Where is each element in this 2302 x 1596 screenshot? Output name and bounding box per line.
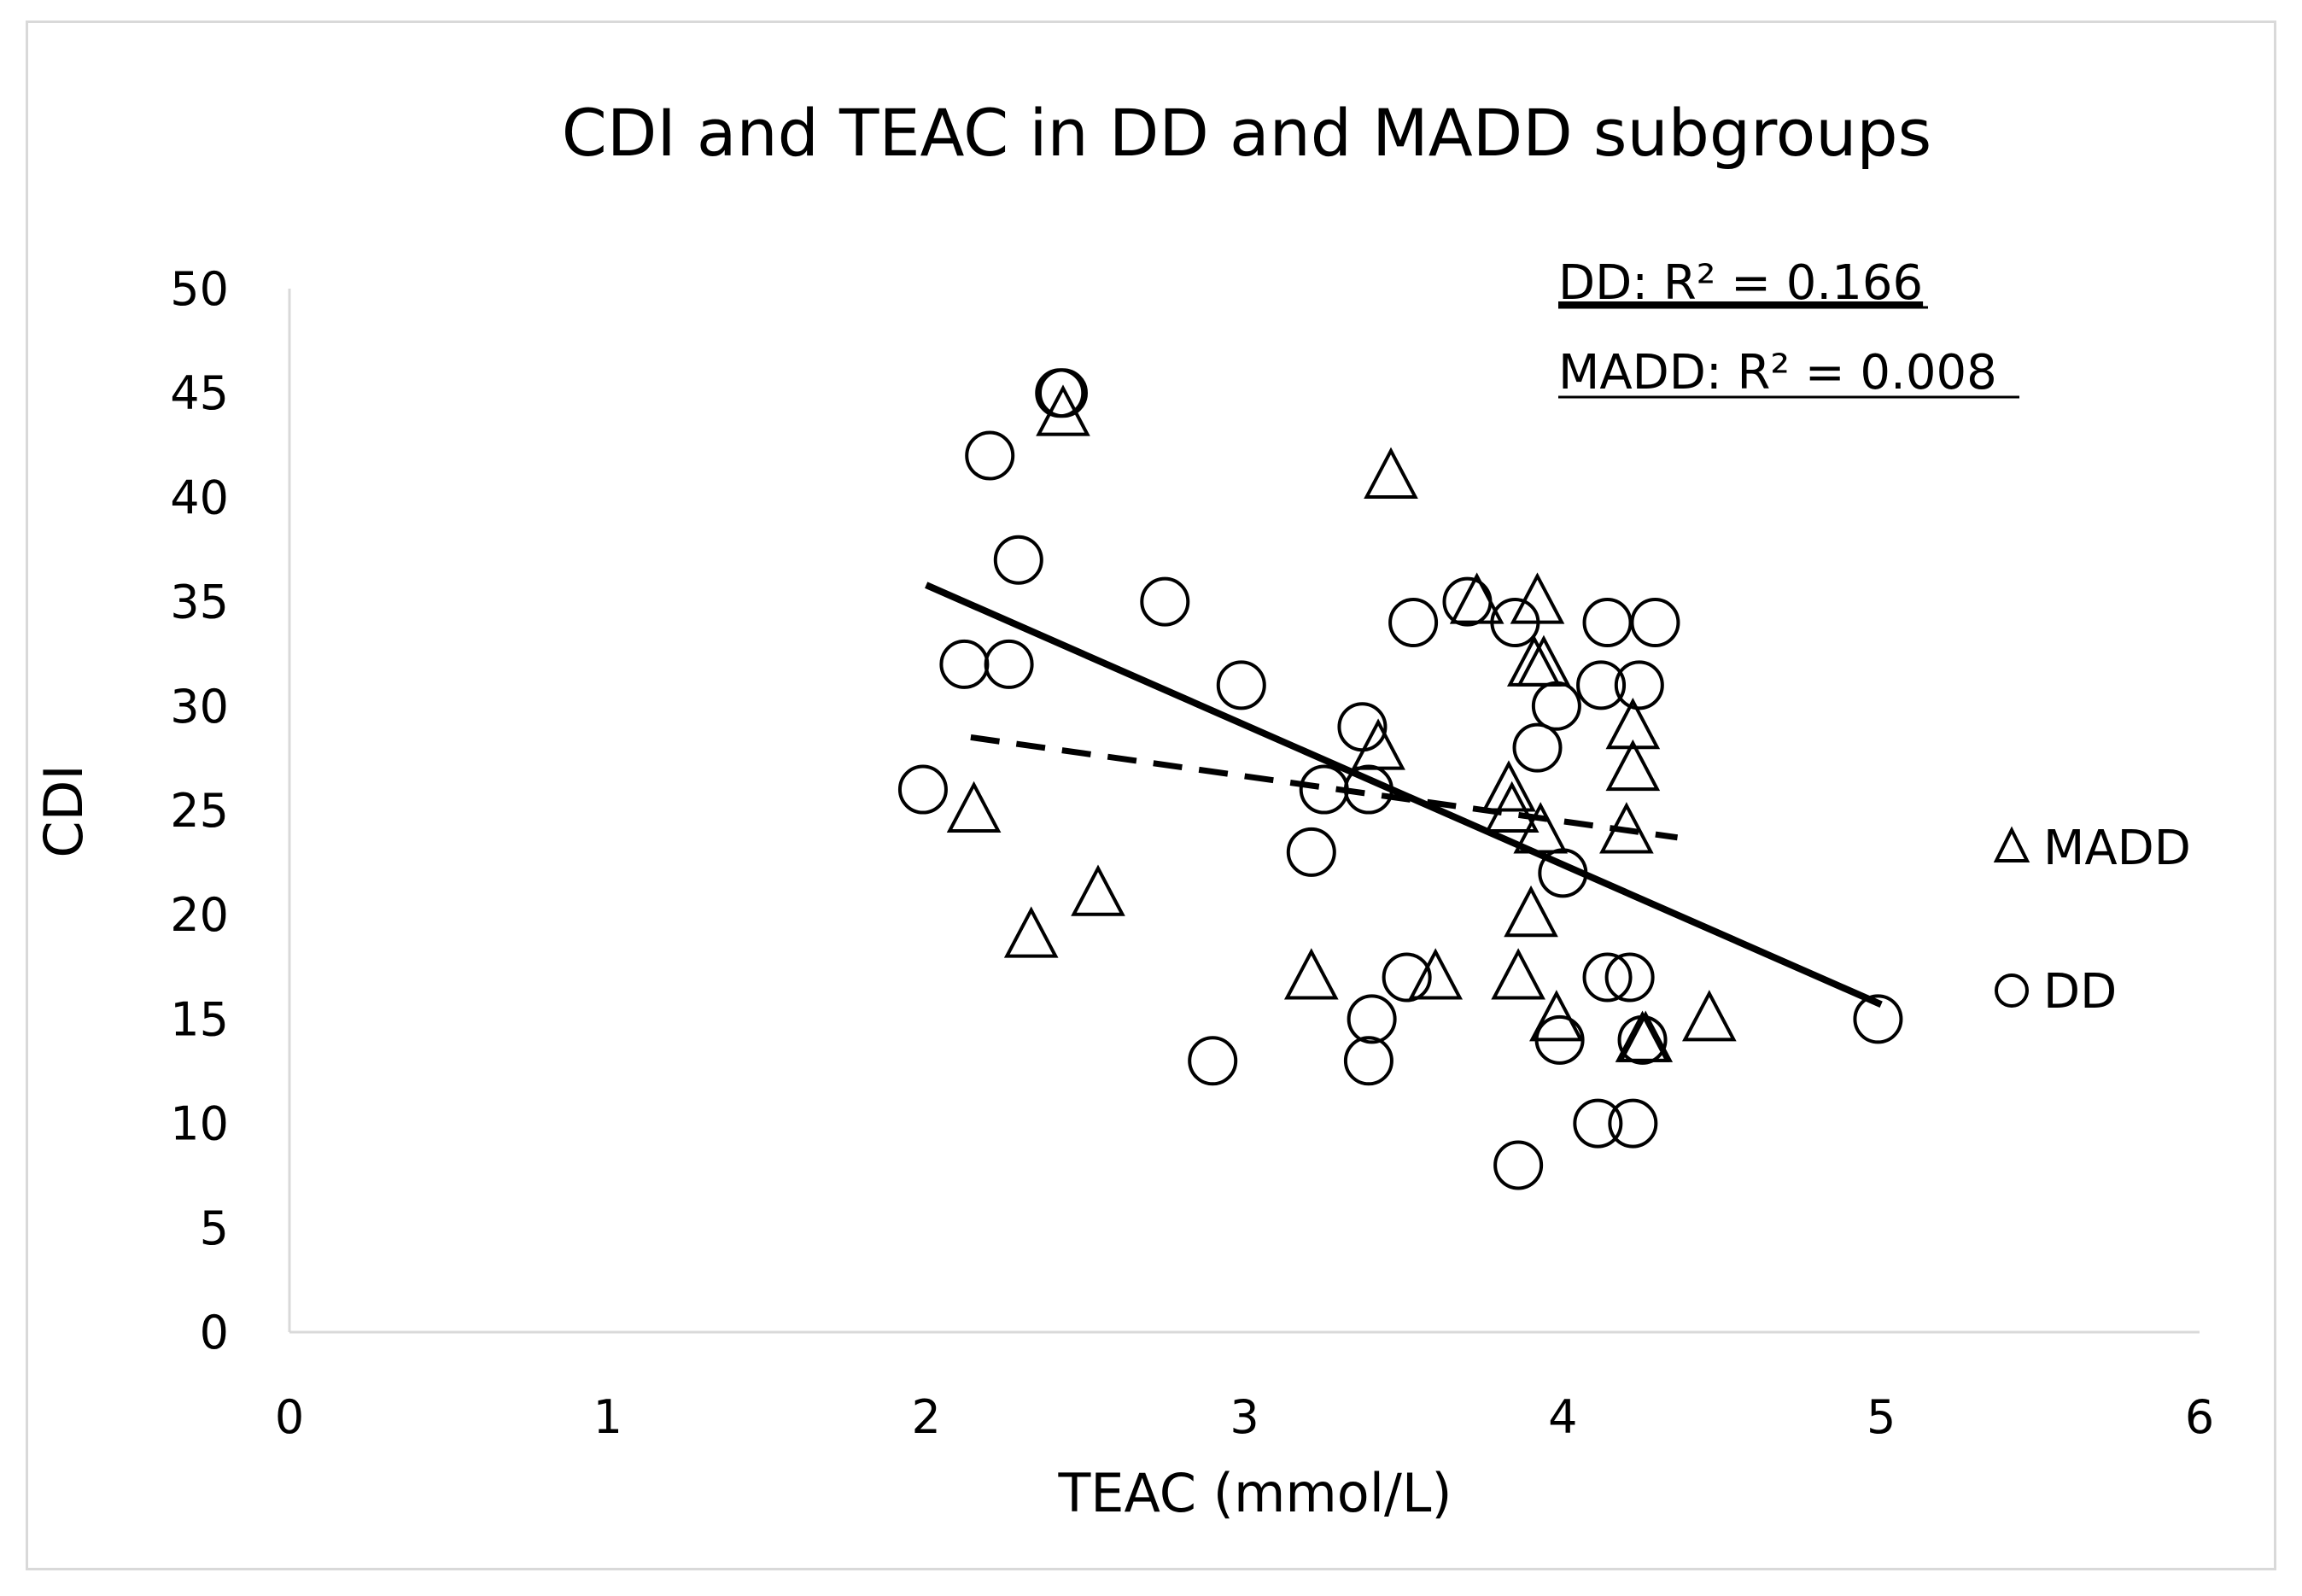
- dd-point: [1604, 952, 1655, 1003]
- y-tick-label: 20: [170, 888, 229, 942]
- dd-trendline: [925, 582, 1883, 1008]
- dd-point: [1614, 660, 1664, 710]
- madd-point: [1529, 990, 1584, 1042]
- y-tick-label: 30: [170, 680, 229, 734]
- x-tick-label: 6: [2185, 1390, 2214, 1444]
- legend-madd-label: MADD: [2043, 821, 2191, 876]
- madd-point: [1283, 948, 1339, 1000]
- dd-point: [1216, 660, 1266, 710]
- dd-point: [1442, 576, 1493, 627]
- dd-point: [897, 764, 948, 815]
- legend: MADD DD: [1993, 821, 2191, 1020]
- dd-point: [1493, 1140, 1544, 1190]
- x-tick-label: 2: [911, 1390, 940, 1444]
- dd-point: [1286, 827, 1336, 877]
- dd-point: [1538, 848, 1588, 898]
- madd-point: [1408, 948, 1464, 1000]
- x-tick-label: 0: [275, 1390, 304, 1444]
- madd-point: [1516, 634, 1571, 687]
- dd-point: [1853, 994, 1903, 1044]
- y-tick-label: 40: [170, 471, 229, 524]
- y-tick-label: 50: [170, 262, 229, 316]
- x-tick-label: 5: [1867, 1390, 1896, 1444]
- madd-point: [1364, 447, 1418, 499]
- dd-point: [1343, 1036, 1393, 1086]
- dd-point: [1573, 1098, 1623, 1149]
- madd-point: [1513, 802, 1569, 854]
- legend-madd-triangle-icon: [1993, 826, 2030, 862]
- madd-point: [1484, 780, 1540, 833]
- dd-r2-label: DD: R² = 0.166: [1558, 255, 1923, 311]
- dd-point: [1512, 722, 1563, 773]
- dd-point: [1140, 576, 1190, 627]
- x-tick-label: 1: [593, 1390, 622, 1444]
- madd-point: [1682, 990, 1737, 1042]
- madd-point: [1491, 948, 1545, 1000]
- y-tick-label: 35: [170, 576, 229, 629]
- madd-point: [1504, 885, 1558, 938]
- dd-point: [1490, 598, 1540, 648]
- dd-point: [1534, 1014, 1585, 1065]
- dd-point: [984, 639, 1034, 689]
- dd-point: [1347, 994, 1397, 1044]
- madd-point: [1618, 1010, 1674, 1062]
- dd-point: [939, 639, 990, 689]
- y-tick-label: 15: [170, 992, 229, 1046]
- dd-point: [1388, 598, 1439, 648]
- x-tick-label: 4: [1548, 1390, 1577, 1444]
- y-tick-label: 45: [170, 366, 229, 420]
- y-tick-labels: 0 5 10 15 20 25 30 35 40 45 50: [170, 262, 229, 1359]
- dd-point: [1582, 598, 1633, 648]
- y-axis-title: CDI: [32, 764, 95, 857]
- madd-point: [1481, 760, 1536, 812]
- chart-frame: [26, 20, 2276, 1570]
- y-tick-label: 25: [170, 784, 229, 838]
- madd-r2-label: MADD: R² = 0.008: [1558, 345, 1997, 400]
- dd-point: [1188, 1036, 1238, 1086]
- dd-point: [1037, 368, 1088, 418]
- madd-point: [1605, 739, 1661, 792]
- dd-point: [1608, 1098, 1658, 1149]
- x-tick-labels: 0 1 2 3 4 5 6: [275, 1390, 2214, 1444]
- axes: [288, 289, 2200, 1334]
- data-points: [897, 368, 1903, 1190]
- dd-point: [993, 535, 1043, 585]
- madd-point: [1599, 802, 1654, 854]
- dd-point: [1531, 681, 1581, 731]
- legend-dd-circle-icon: [1995, 973, 2029, 1008]
- dd-point: [1630, 598, 1680, 648]
- y-tick-label: 0: [200, 1306, 229, 1359]
- r-squared-annotations: DD: R² = 0.166 MADD: R² = 0.008: [1558, 255, 2019, 400]
- madd-trendline: [970, 734, 1679, 841]
- x-axis-title: TEAC (mmol/L): [1057, 1462, 1452, 1524]
- y-tick-label: 10: [170, 1097, 229, 1151]
- madd-point: [1605, 697, 1661, 750]
- dd-point: [965, 430, 1015, 481]
- madd-point: [946, 780, 1002, 833]
- dd-point: [1343, 764, 1393, 815]
- dd-point: [1382, 952, 1432, 1003]
- legend-dd-label: DD: [2043, 964, 2117, 1020]
- trendlines: [925, 582, 1883, 1008]
- madd-point: [1071, 864, 1125, 916]
- dd-point: [1576, 660, 1627, 710]
- dd-point: [1337, 702, 1388, 752]
- x-tick-label: 3: [1230, 1390, 1259, 1444]
- madd-point: [1003, 906, 1059, 958]
- y-tick-label: 5: [200, 1201, 229, 1255]
- dd-point: [1617, 1014, 1668, 1065]
- dd-point: [1582, 952, 1633, 1003]
- chart-title: CDI and TEAC in DD and MADD subgroups: [562, 95, 1932, 171]
